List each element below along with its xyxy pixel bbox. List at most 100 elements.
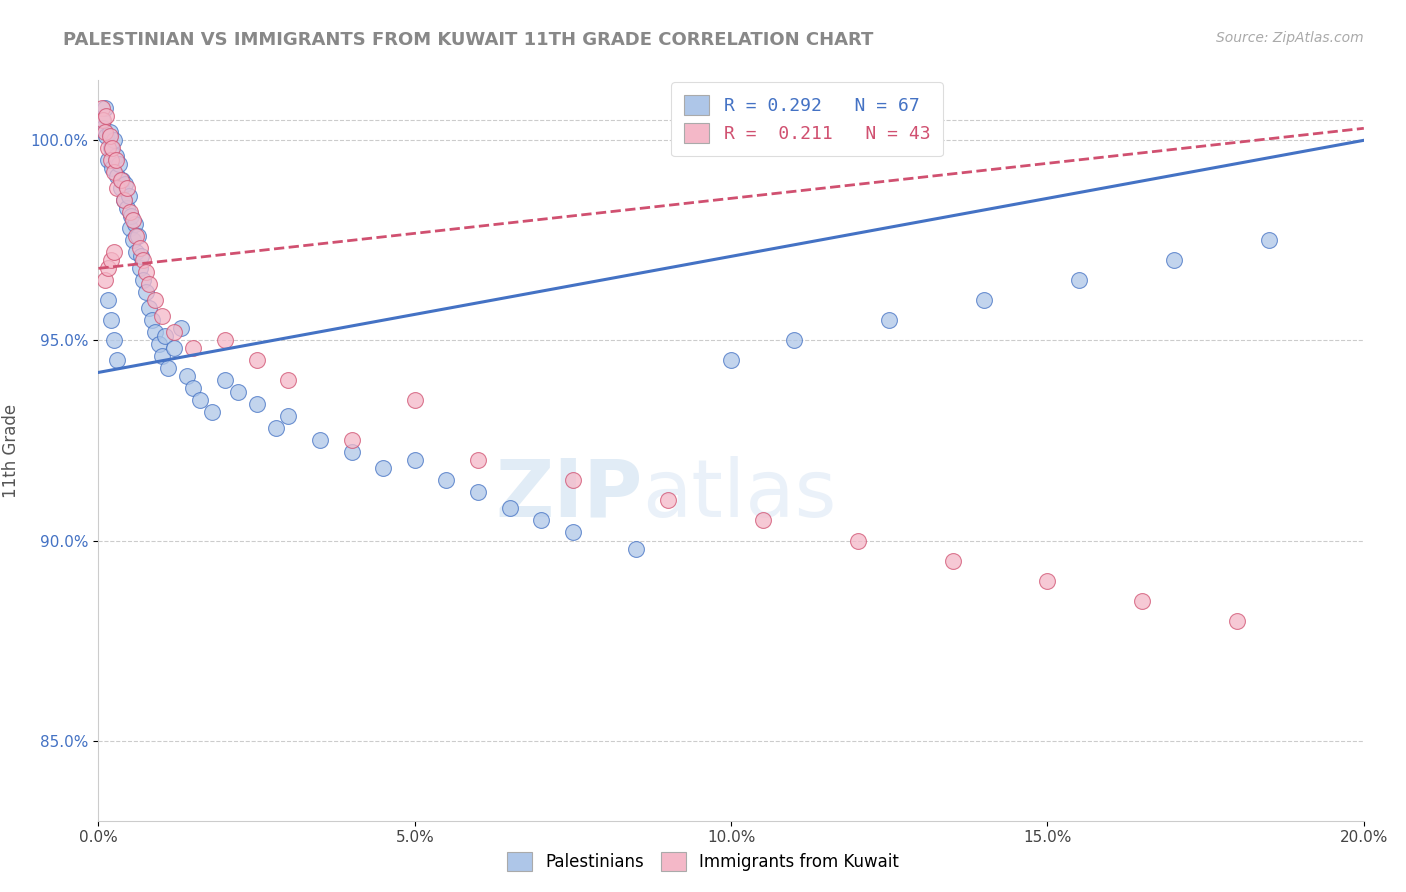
- Point: [107, 353, 129, 368]
- Point: [561, 525, 585, 540]
- Point: [404, 393, 426, 408]
- Point: [100, 253, 122, 268]
- Point: [720, 353, 742, 368]
- Point: [124, 218, 146, 232]
- Point: [93, 113, 115, 128]
- Point: [183, 342, 205, 356]
- Point: [277, 409, 299, 424]
- Point: [499, 501, 522, 516]
- Legend: Palestinians, Immigrants from Kuwait: Palestinians, Immigrants from Kuwait: [499, 843, 907, 880]
- Point: [132, 273, 155, 287]
- Point: [145, 326, 166, 340]
- Point: [436, 474, 458, 488]
- Point: [122, 233, 145, 247]
- Point: [93, 273, 117, 287]
- Legend: R = 0.292   N = 67, R =  0.211   N = 43: R = 0.292 N = 67, R = 0.211 N = 43: [671, 82, 943, 156]
- Point: [624, 541, 647, 556]
- Point: [751, 514, 773, 528]
- Point: [277, 373, 299, 387]
- Text: ZIP: ZIP: [495, 456, 643, 534]
- Point: [110, 173, 132, 187]
- Point: [120, 210, 142, 224]
- Point: [107, 157, 129, 171]
- Point: [131, 249, 153, 263]
- Point: [176, 369, 198, 384]
- Point: [111, 173, 134, 187]
- Point: [93, 121, 115, 136]
- Point: [125, 245, 148, 260]
- Point: [530, 514, 553, 528]
- Point: [93, 125, 117, 139]
- Point: [246, 353, 269, 368]
- Point: [942, 553, 965, 567]
- Point: [467, 453, 489, 467]
- Point: [107, 169, 129, 184]
- Point: [120, 221, 141, 235]
- Point: [169, 321, 191, 335]
- Point: [163, 342, 186, 356]
- Point: [110, 181, 132, 195]
- Point: [340, 434, 363, 448]
- Point: [90, 113, 112, 128]
- Point: [183, 381, 205, 395]
- Point: [97, 153, 120, 168]
- Point: [150, 350, 173, 364]
- Point: [214, 334, 236, 348]
- Point: [127, 229, 149, 244]
- Point: [90, 101, 112, 115]
- Point: [157, 361, 180, 376]
- Point: [1036, 574, 1059, 588]
- Point: [101, 161, 124, 176]
- Point: [1130, 593, 1153, 607]
- Point: [141, 313, 163, 327]
- Point: [100, 153, 122, 168]
- Point: [214, 373, 236, 387]
- Point: [145, 293, 166, 308]
- Point: [105, 153, 128, 168]
- Point: [135, 285, 157, 300]
- Point: [100, 313, 122, 327]
- Point: [135, 265, 157, 279]
- Point: [107, 181, 129, 195]
- Point: [138, 277, 160, 292]
- Point: [103, 165, 125, 179]
- Point: [561, 474, 585, 488]
- Point: [105, 149, 128, 163]
- Point: [1226, 614, 1249, 628]
- Point: [97, 141, 120, 155]
- Point: [97, 293, 120, 308]
- Point: [94, 109, 117, 123]
- Point: [1069, 273, 1091, 287]
- Point: [98, 125, 121, 139]
- Text: PALESTINIAN VS IMMIGRANTS FROM KUWAIT 11TH GRADE CORRELATION CHART: PALESTINIAN VS IMMIGRANTS FROM KUWAIT 11…: [63, 31, 873, 49]
- Point: [226, 385, 249, 400]
- Point: [188, 393, 211, 408]
- Point: [201, 405, 224, 419]
- Point: [132, 253, 155, 268]
- Point: [115, 202, 138, 216]
- Point: [340, 445, 363, 459]
- Point: [93, 101, 117, 115]
- Point: [97, 261, 120, 276]
- Point: [846, 533, 869, 548]
- Y-axis label: 11th Grade: 11th Grade: [1, 403, 20, 498]
- Point: [138, 301, 160, 316]
- Point: [1163, 253, 1185, 268]
- Point: [98, 129, 121, 144]
- Point: [103, 245, 125, 260]
- Point: [115, 181, 138, 195]
- Point: [148, 337, 170, 351]
- Point: [150, 310, 173, 324]
- Point: [118, 189, 141, 203]
- Point: [973, 293, 995, 308]
- Point: [163, 326, 186, 340]
- Point: [100, 141, 122, 155]
- Point: [371, 461, 394, 475]
- Point: [103, 133, 125, 147]
- Point: [122, 213, 145, 227]
- Point: [1257, 233, 1279, 247]
- Point: [120, 205, 141, 219]
- Point: [153, 329, 176, 343]
- Point: [103, 334, 125, 348]
- Point: [783, 334, 806, 348]
